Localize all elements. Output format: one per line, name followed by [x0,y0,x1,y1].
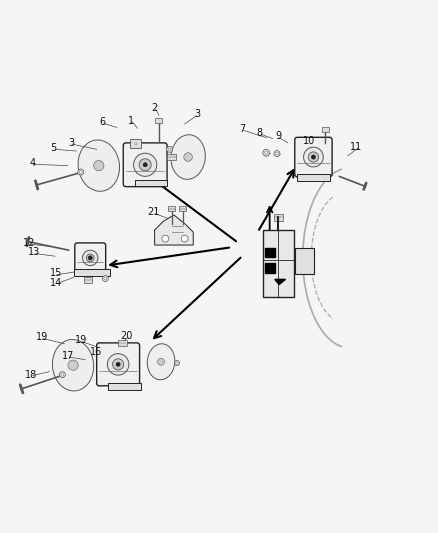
Circle shape [78,169,84,175]
Ellipse shape [78,140,120,191]
Text: 18: 18 [25,370,38,379]
Circle shape [166,147,173,152]
FancyBboxPatch shape [322,127,329,132]
Circle shape [59,372,65,378]
Circle shape [82,250,98,265]
Polygon shape [74,269,110,276]
FancyBboxPatch shape [273,214,283,221]
Text: 11: 11 [350,142,363,152]
Circle shape [94,160,104,171]
Text: 3: 3 [68,138,74,148]
Text: 1: 1 [128,116,134,126]
Text: 4: 4 [29,158,35,168]
Circle shape [116,362,120,367]
Circle shape [265,151,268,154]
Text: 13: 13 [28,247,41,257]
Text: 5: 5 [51,143,57,153]
Circle shape [176,362,178,364]
Text: 14: 14 [50,278,62,288]
Polygon shape [155,215,193,245]
Circle shape [308,152,318,162]
Circle shape [61,373,64,376]
Circle shape [276,152,278,155]
Circle shape [139,159,151,171]
Polygon shape [275,279,286,285]
Text: 19: 19 [36,332,48,342]
Circle shape [104,277,106,280]
Ellipse shape [147,344,175,380]
Text: 3: 3 [194,109,201,119]
Text: 19: 19 [74,335,87,345]
Circle shape [143,163,147,167]
Text: 21: 21 [148,207,160,217]
Polygon shape [263,230,294,296]
Polygon shape [135,180,167,186]
Text: 2: 2 [152,103,158,112]
FancyBboxPatch shape [168,206,175,211]
FancyBboxPatch shape [84,277,92,283]
Circle shape [102,276,108,281]
Polygon shape [108,383,141,390]
Circle shape [86,254,94,262]
FancyBboxPatch shape [167,154,176,160]
FancyBboxPatch shape [179,206,186,211]
Bar [265,248,275,257]
Circle shape [174,360,180,366]
Circle shape [107,353,129,375]
Ellipse shape [53,340,94,391]
Text: 16: 16 [90,348,102,357]
Text: 6: 6 [99,117,105,127]
FancyBboxPatch shape [75,243,106,273]
Circle shape [68,360,78,370]
FancyBboxPatch shape [123,143,167,187]
Text: 20: 20 [120,331,133,341]
Circle shape [184,153,192,161]
Circle shape [263,149,270,156]
Ellipse shape [171,135,205,179]
FancyBboxPatch shape [97,343,140,386]
Polygon shape [297,174,330,181]
Circle shape [304,147,323,167]
Circle shape [181,235,188,242]
Text: 17: 17 [62,351,74,361]
Circle shape [311,155,315,159]
Circle shape [113,359,124,370]
Circle shape [79,171,82,173]
Text: 10: 10 [303,136,315,146]
Circle shape [134,153,157,176]
FancyBboxPatch shape [118,340,127,346]
Text: 15: 15 [49,269,62,278]
Text: 9: 9 [275,132,281,141]
Text: 7: 7 [240,124,246,134]
Circle shape [88,256,92,260]
FancyBboxPatch shape [295,138,332,177]
FancyBboxPatch shape [295,248,314,274]
FancyBboxPatch shape [155,118,162,123]
Circle shape [168,148,171,151]
Circle shape [162,235,169,242]
Circle shape [274,151,280,157]
Circle shape [135,143,137,144]
Text: 8: 8 [257,127,263,138]
Bar [265,263,275,273]
Circle shape [158,358,165,365]
FancyBboxPatch shape [130,139,141,149]
Circle shape [134,142,138,146]
Text: 12: 12 [23,238,35,248]
